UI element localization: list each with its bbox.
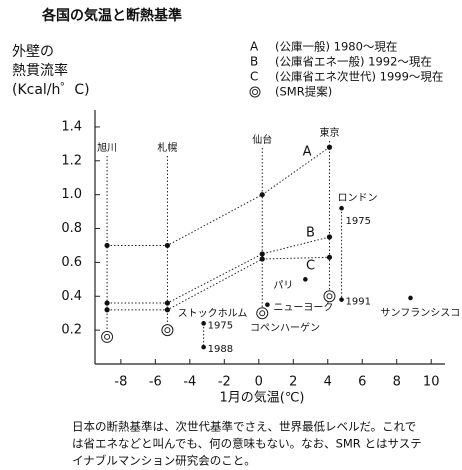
point [339, 297, 344, 302]
city-label: サンフランシスコ [381, 307, 461, 319]
smr-point-inner [164, 327, 171, 334]
smr-point [101, 330, 114, 343]
point [164, 300, 171, 306]
smr-point [161, 324, 174, 337]
point-label: 1988 [208, 344, 233, 355]
city-label: ロンドン [338, 193, 378, 204]
smr-point-inner [259, 310, 266, 317]
legend-label: (公庫省エネ一般) 1992〜現在 [275, 55, 432, 69]
point [265, 302, 270, 308]
y-tick-label: 1.0 [61, 187, 82, 202]
footnote: は省エネなどと叫んでも、何の意味もない。なお、SMR とはサステ [72, 437, 422, 451]
smr-point-inner [326, 293, 333, 300]
y-tick-label: 0.4 [61, 289, 82, 304]
y-tick-label: 0.6 [61, 255, 82, 270]
city-label: 札幌 [157, 141, 177, 154]
legend-label: (公庫一般) 1980〜現在 [275, 40, 397, 54]
city-label: コペンハーゲン [250, 322, 320, 334]
point-label: 1991 [346, 297, 371, 308]
point-label: 1975 [346, 216, 371, 227]
point [326, 254, 333, 260]
smr-point-inner [104, 333, 111, 340]
city-label: 東京 [319, 126, 339, 139]
y-tick-label: 1.4 [61, 119, 82, 134]
city-label: 仙台 [252, 133, 272, 146]
legend-key: A [250, 40, 259, 54]
point [326, 144, 333, 150]
point [259, 251, 265, 257]
point [104, 300, 110, 306]
x-tick-label: -4 [183, 375, 196, 390]
x-tick-label: 8 [393, 375, 401, 390]
x-tick-label: -2 [218, 375, 231, 390]
point [303, 277, 308, 282]
city-label: 旭川 [97, 142, 117, 154]
point [104, 307, 110, 313]
city-label: ニューヨーク [273, 302, 333, 314]
y-tick-label: 0.2 [61, 323, 82, 338]
x-tick-label: -8 [114, 375, 127, 390]
smr-point [323, 290, 336, 303]
point [326, 234, 333, 240]
point [201, 344, 206, 350]
point [339, 205, 344, 211]
point [259, 256, 265, 262]
legend-label: (SMR提案) [275, 85, 332, 99]
y-axis-label: 外壁の [12, 44, 54, 60]
y-axis-label: 熱貫流率 [12, 62, 68, 79]
point [164, 307, 171, 313]
x-axis-label: 1月の気温(℃) [219, 390, 304, 406]
footnote: イナブルマンション研究会のこと。 [72, 454, 256, 468]
chart-title: 各国の気温と断熱基準 [41, 7, 182, 24]
point [164, 242, 171, 249]
y-axis-label: (Kcal/h゜C) [12, 82, 90, 98]
legend-label: (公庫省エネ次世代) 1999〜現在 [275, 70, 443, 84]
point [408, 295, 413, 301]
x-tick-label: -6 [149, 375, 162, 390]
city-label: パリ [273, 279, 293, 291]
series-label: B [306, 225, 315, 240]
x-tick-label: 10 [423, 375, 440, 390]
point [259, 192, 265, 198]
point [201, 321, 206, 326]
series-label: A [303, 145, 312, 160]
series-label: C [306, 258, 315, 273]
y-tick-label: 1.2 [61, 153, 82, 168]
legend-marker [249, 86, 261, 98]
x-tick-label: 2 [289, 375, 297, 390]
smr-point [256, 307, 269, 320]
footnote: 日本の断熱基準は、次世代基準でさえ、世界最低レベルだ。これで [72, 420, 416, 434]
x-tick-label: 6 [358, 375, 366, 390]
x-tick-label: 4 [324, 375, 332, 390]
y-tick-label: 0.8 [61, 221, 82, 236]
legend-key: B [250, 55, 258, 69]
legend-key: C [250, 70, 258, 84]
x-tick-label: 0 [255, 375, 263, 390]
legend-marker [252, 89, 258, 95]
city-label: ストックホルム [178, 307, 248, 319]
point [104, 242, 110, 249]
point-label: 1975 [208, 320, 233, 331]
